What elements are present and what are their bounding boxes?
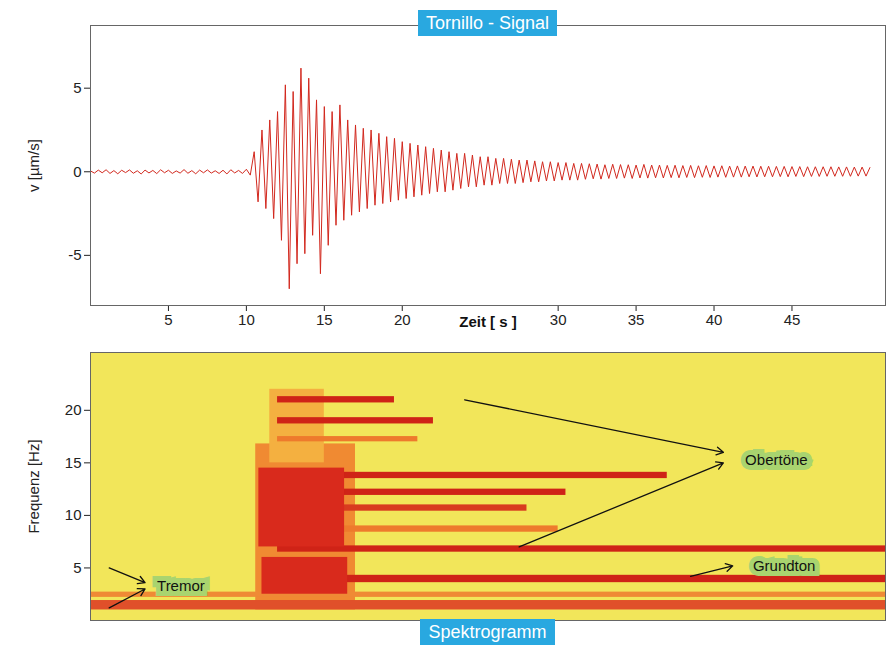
svg-text:45: 45 [784, 311, 801, 328]
svg-text:35: 35 [628, 311, 645, 328]
svg-text:Obertöne: Obertöne [745, 451, 808, 468]
svg-text:5: 5 [164, 311, 172, 328]
svg-text:0: 0 [73, 163, 81, 180]
svg-text:15: 15 [316, 311, 333, 328]
svg-text:15: 15 [65, 454, 82, 471]
html-text:Spektrogramm: Spektrogramm [428, 622, 547, 642]
svg-text:Zeit [ s ]: Zeit [ s ] [459, 313, 517, 330]
html-text:Tornillo - Signal: Tornillo - Signal [426, 13, 549, 33]
svg-text:v [µm/s]: v [µm/s] [25, 139, 42, 192]
svg-text:20: 20 [394, 311, 411, 328]
svg-text:40: 40 [706, 311, 723, 328]
svg-text:5: 5 [73, 79, 81, 96]
svg-text:20: 20 [65, 401, 82, 418]
svg-text:5: 5 [73, 559, 81, 576]
svg-text:-5: -5 [68, 246, 81, 263]
svg-text:Tremor: Tremor [157, 577, 205, 594]
svg-text:Frequenz [Hz]: Frequenz [Hz] [25, 439, 42, 533]
svg-text:10: 10 [238, 311, 255, 328]
svg-text:30: 30 [550, 311, 567, 328]
svg-text:Grundton: Grundton [753, 557, 816, 574]
svg-text:10: 10 [65, 506, 82, 523]
